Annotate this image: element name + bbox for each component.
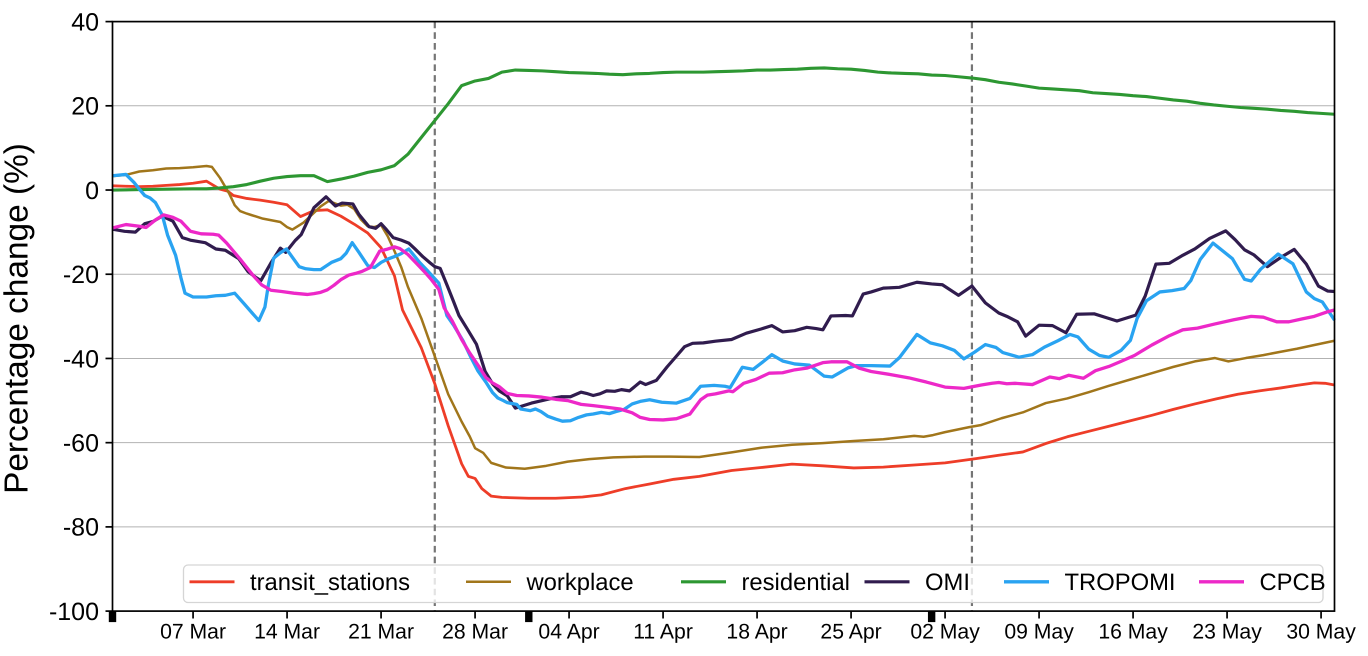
svg-text:02 May: 02 May [910, 621, 980, 644]
svg-text:-40: -40 [63, 345, 99, 373]
svg-text:TROPOMI: TROPOMI [1065, 569, 1176, 596]
svg-text:CPCB: CPCB [1260, 569, 1326, 596]
svg-text:-20: -20 [63, 261, 99, 289]
svg-text:16 May: 16 May [1098, 621, 1168, 644]
svg-text:07 Mar: 07 Mar [160, 621, 226, 644]
svg-text:0: 0 [85, 177, 99, 205]
svg-text:OMI: OMI [925, 569, 970, 596]
svg-text:30 May: 30 May [1286, 621, 1356, 644]
svg-text:40: 40 [71, 8, 99, 36]
svg-text:14 Mar: 14 Mar [254, 621, 320, 644]
svg-text:04 Apr: 04 Apr [538, 621, 599, 644]
svg-text:28 Mar: 28 Mar [442, 621, 508, 644]
svg-text:workplace: workplace [526, 569, 634, 596]
svg-text:20: 20 [71, 93, 99, 121]
svg-text:Percentage change (%): Percentage change (%) [0, 143, 36, 494]
svg-text:-80: -80 [63, 514, 99, 542]
svg-text:11 Apr: 11 Apr [633, 621, 693, 644]
svg-text:18 Apr: 18 Apr [726, 621, 787, 644]
svg-text:23 May: 23 May [1192, 621, 1262, 644]
svg-text:-100: -100 [49, 598, 99, 626]
svg-text:transit_stations: transit_stations [250, 569, 410, 596]
svg-text:-60: -60 [63, 429, 99, 457]
svg-text:25 Apr: 25 Apr [820, 621, 881, 644]
svg-text:residential: residential [742, 569, 850, 596]
svg-text:09 May: 09 May [1004, 621, 1074, 644]
svg-text:21 Mar: 21 Mar [348, 621, 414, 644]
